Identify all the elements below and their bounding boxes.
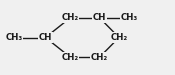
Text: CH₂: CH₂ [110,33,128,42]
Text: CH: CH [39,33,52,42]
Text: CH₃: CH₃ [5,33,23,42]
Text: CH: CH [93,14,106,22]
Text: CH₃: CH₃ [121,14,138,22]
Text: CH₂: CH₂ [61,14,79,22]
Text: CH₂: CH₂ [91,52,108,62]
Text: CH₂: CH₂ [61,52,79,62]
